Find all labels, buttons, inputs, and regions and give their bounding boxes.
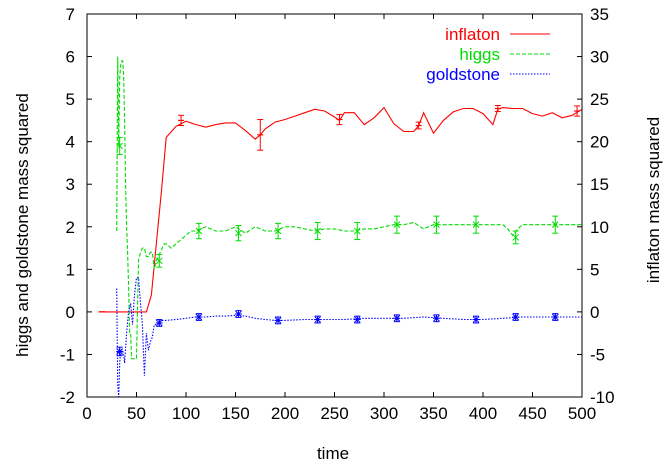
x-tick-label: 0 xyxy=(82,404,91,423)
left-y-axis-title: higgs and goldstone mass squared xyxy=(13,93,32,357)
left-y-tick-label: -1 xyxy=(60,345,75,364)
error-bar-goldstone xyxy=(353,315,361,324)
error-bar-goldstone xyxy=(551,313,559,321)
error-bar-higgs xyxy=(314,222,322,241)
error-bar-inflaton xyxy=(336,113,343,126)
legend-label-higgs: higgs xyxy=(459,45,500,64)
error-bar-higgs xyxy=(195,222,203,240)
series-line-inflaton xyxy=(101,106,583,313)
error-bar-goldstone xyxy=(234,310,242,318)
error-bar-goldstone xyxy=(274,316,282,325)
legend-label-goldstone: goldstone xyxy=(426,65,500,84)
right-y-tick-label: 0 xyxy=(590,303,599,322)
error-bar-goldstone xyxy=(195,313,203,321)
x-tick-label: 350 xyxy=(419,404,447,423)
left-y-tick-label: -2 xyxy=(60,388,75,407)
error-bar-higgs xyxy=(512,230,520,245)
right-y-tick-label: 25 xyxy=(590,90,609,109)
plot-area xyxy=(98,56,583,398)
x-tick-label: 50 xyxy=(127,404,146,423)
error-bar-higgs xyxy=(274,222,282,240)
x-axis-title: time xyxy=(317,444,349,463)
series-line-higgs xyxy=(116,56,582,360)
right-y-tick-label: 10 xyxy=(590,218,609,237)
x-tick-label: 250 xyxy=(320,404,348,423)
right-y-tick-label: 5 xyxy=(590,260,599,279)
left-y-tick-label: 4 xyxy=(66,133,75,152)
right-y-tick-label: 15 xyxy=(590,175,609,194)
error-bar-inflaton xyxy=(494,104,501,112)
error-bar-inflaton xyxy=(574,105,581,117)
left-y-tick-label: 6 xyxy=(66,48,75,67)
error-bar-inflaton xyxy=(178,114,185,126)
error-bar-higgs xyxy=(155,253,163,268)
error-bar-goldstone xyxy=(432,314,440,323)
error-bar-higgs xyxy=(393,215,401,234)
right-y-tick-label: -5 xyxy=(590,345,605,364)
error-bar-goldstone xyxy=(155,319,163,327)
right-y-tick-label: 35 xyxy=(590,5,609,24)
left-y-tick-label: 1 xyxy=(66,260,75,279)
x-tick-label: 200 xyxy=(271,404,299,423)
x-tick-label: 450 xyxy=(518,404,546,423)
error-bar-inflaton xyxy=(257,119,264,151)
plot-frame xyxy=(86,13,583,398)
right-y-tick-label: -10 xyxy=(590,388,615,407)
left-y-tick-label: 3 xyxy=(66,175,75,194)
error-bar-goldstone xyxy=(314,315,322,324)
error-bar-higgs xyxy=(433,215,440,234)
left-y-tick-label: 7 xyxy=(66,5,75,24)
x-tick-label: 500 xyxy=(568,404,596,423)
error-bar-inflaton xyxy=(415,121,422,130)
error-bar-higgs xyxy=(551,215,559,234)
left-y-tick-label: 5 xyxy=(66,90,75,109)
right-y-axis-title: inflaton mass squared xyxy=(644,117,663,283)
x-tick-label: 400 xyxy=(469,404,497,423)
series-goldstone xyxy=(116,277,582,398)
right-y-tick-label: 30 xyxy=(590,48,609,67)
error-bar-higgs xyxy=(353,222,361,241)
series-inflaton xyxy=(98,104,583,313)
right-y-tick-label: 20 xyxy=(590,133,609,152)
x-tick-label: 300 xyxy=(370,404,398,423)
left-y-tick-label: 0 xyxy=(66,303,75,322)
error-bar-goldstone xyxy=(393,314,401,323)
error-bar-goldstone xyxy=(116,346,124,357)
error-bar-higgs xyxy=(472,215,480,234)
x-tick-label: 150 xyxy=(221,404,249,423)
series-line-goldstone xyxy=(116,277,582,398)
error-bar-goldstone xyxy=(512,313,520,321)
error-bar-goldstone xyxy=(472,315,480,324)
error-bar-higgs xyxy=(116,136,124,155)
left-y-tick-label: 2 xyxy=(66,218,75,237)
error-bar-higgs xyxy=(235,225,242,242)
axis-ticks: 0 50 100 150 200 250 300 350 400 450 500-2-1012345… xyxy=(60,5,615,423)
legend-label-inflaton: inflaton xyxy=(445,25,500,44)
series-higgs xyxy=(116,56,582,360)
x-tick-label: 100 xyxy=(172,404,200,423)
